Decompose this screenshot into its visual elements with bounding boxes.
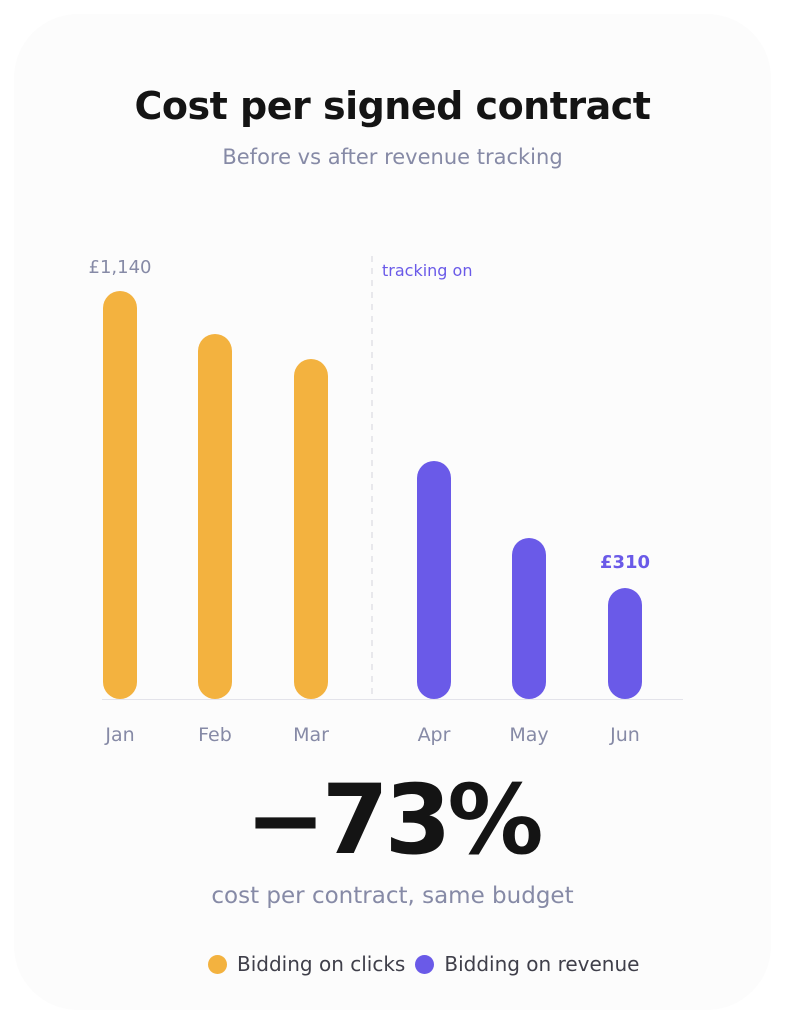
bar-apr	[417, 461, 451, 699]
x-tick-jan: Jan	[104, 724, 134, 746]
data-label-jan: £1,140	[89, 257, 152, 278]
headline-change: −73%	[245, 764, 543, 876]
x-tick-mar: Mar	[293, 724, 329, 746]
legend-label-clicks: Bidding on clicks	[237, 952, 406, 976]
legend-dot-clicks	[208, 954, 227, 974]
bar-chart: tracking on Jan Feb Mar Apr May Jun £1,140 £310	[89, 256, 683, 746]
chart-subtitle: Before vs after revenue tracking	[222, 145, 563, 169]
x-tick-apr: Apr	[418, 724, 451, 746]
legend-item-clicks: Bidding on clicks	[208, 952, 405, 976]
legend-item-revenue: Bidding on revenue	[415, 952, 639, 976]
legend-dot-revenue	[415, 954, 435, 974]
chart-legend: Bidding on clicks Bidding on revenue	[208, 952, 649, 976]
chart-card	[14, 14, 771, 1010]
legend-label-revenue: Bidding on revenue	[444, 952, 640, 976]
headline-caption: cost per contract, same budget	[211, 883, 574, 909]
bar-mar	[294, 359, 328, 699]
x-tick-may: May	[509, 724, 548, 746]
bar-jun	[608, 588, 642, 699]
data-label-jun: £310	[600, 552, 650, 573]
x-tick-jun: Jun	[609, 724, 640, 746]
bar-jan	[103, 291, 137, 699]
tracking-annotation: tracking on	[382, 261, 472, 280]
x-tick-feb: Feb	[198, 724, 232, 746]
bar-may	[512, 537, 546, 699]
bar-feb	[198, 333, 232, 699]
chart-title: Cost per signed contract	[134, 84, 651, 128]
